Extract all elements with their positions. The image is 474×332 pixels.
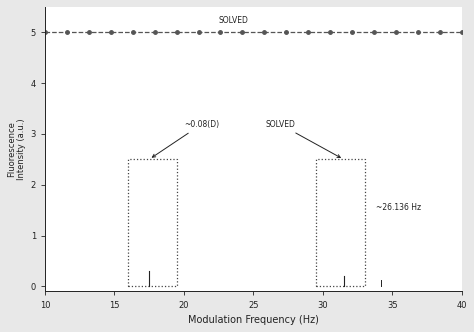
Text: ~26.136 Hz: ~26.136 Hz bbox=[376, 203, 421, 212]
Text: SOLVED: SOLVED bbox=[219, 16, 248, 25]
Bar bbox=[128, 159, 177, 287]
Y-axis label: Fluorescence
Intensity (a.u.): Fluorescence Intensity (a.u.) bbox=[7, 119, 27, 180]
Bar bbox=[316, 159, 365, 287]
Text: SOLVED: SOLVED bbox=[265, 120, 340, 157]
Text: ~0.08(D): ~0.08(D) bbox=[152, 120, 219, 157]
X-axis label: Modulation Frequency (Hz): Modulation Frequency (Hz) bbox=[188, 315, 319, 325]
